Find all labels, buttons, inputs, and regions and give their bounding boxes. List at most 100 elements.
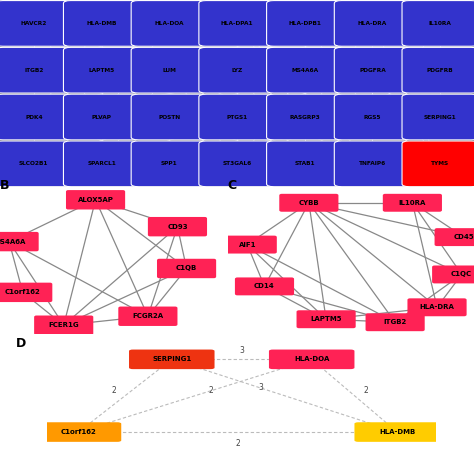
- FancyBboxPatch shape: [269, 349, 355, 369]
- Text: HLA-DPB1: HLA-DPB1: [288, 21, 321, 26]
- FancyBboxPatch shape: [199, 94, 275, 140]
- FancyBboxPatch shape: [402, 47, 474, 93]
- Text: RGS5: RGS5: [364, 115, 381, 119]
- Text: FCGR2A: FCGR2A: [132, 313, 164, 319]
- Text: PDGFRA: PDGFRA: [359, 68, 386, 73]
- FancyBboxPatch shape: [131, 94, 208, 140]
- Text: AIF1: AIF1: [238, 242, 256, 247]
- FancyBboxPatch shape: [131, 47, 208, 93]
- FancyBboxPatch shape: [0, 94, 72, 140]
- FancyBboxPatch shape: [218, 236, 277, 254]
- FancyBboxPatch shape: [0, 232, 39, 251]
- Text: HLA-DOA: HLA-DOA: [155, 21, 184, 26]
- Text: D: D: [16, 337, 27, 350]
- FancyBboxPatch shape: [402, 94, 474, 140]
- FancyBboxPatch shape: [199, 47, 275, 93]
- Text: SPP1: SPP1: [161, 161, 178, 166]
- Text: STAB1: STAB1: [294, 161, 315, 166]
- FancyBboxPatch shape: [0, 0, 72, 46]
- FancyBboxPatch shape: [266, 94, 343, 140]
- FancyBboxPatch shape: [64, 0, 140, 46]
- Text: CD93: CD93: [167, 224, 188, 230]
- Text: PDGFRB: PDGFRB: [427, 68, 454, 73]
- Text: HLA-DPA1: HLA-DPA1: [221, 21, 253, 26]
- Text: 3: 3: [239, 346, 244, 356]
- FancyBboxPatch shape: [266, 47, 343, 93]
- FancyBboxPatch shape: [66, 190, 125, 210]
- FancyBboxPatch shape: [0, 141, 72, 187]
- Text: C1orf162: C1orf162: [5, 289, 41, 295]
- Text: C1QC: C1QC: [451, 272, 472, 277]
- FancyBboxPatch shape: [408, 298, 466, 316]
- FancyBboxPatch shape: [148, 217, 207, 237]
- FancyBboxPatch shape: [131, 0, 208, 46]
- FancyBboxPatch shape: [334, 141, 410, 187]
- FancyBboxPatch shape: [64, 94, 140, 140]
- FancyBboxPatch shape: [131, 141, 208, 187]
- Text: LYZ: LYZ: [231, 68, 243, 73]
- Text: HLA-DMB: HLA-DMB: [379, 429, 415, 435]
- FancyBboxPatch shape: [297, 310, 356, 328]
- Text: C1orf162: C1orf162: [61, 429, 96, 435]
- Text: HLA-DRA: HLA-DRA: [419, 304, 455, 310]
- FancyBboxPatch shape: [34, 316, 93, 335]
- FancyBboxPatch shape: [199, 141, 275, 187]
- Text: IL10RA: IL10RA: [399, 200, 426, 206]
- Text: HLA-DRA: HLA-DRA: [358, 21, 387, 26]
- FancyBboxPatch shape: [355, 422, 440, 442]
- FancyBboxPatch shape: [157, 259, 216, 278]
- Text: HLA-DMB: HLA-DMB: [86, 21, 117, 26]
- Text: HAVCR2: HAVCR2: [21, 21, 47, 26]
- FancyBboxPatch shape: [334, 94, 410, 140]
- FancyBboxPatch shape: [0, 283, 52, 302]
- Text: C: C: [228, 179, 237, 192]
- FancyBboxPatch shape: [64, 47, 140, 93]
- FancyBboxPatch shape: [129, 349, 215, 369]
- FancyBboxPatch shape: [279, 194, 338, 212]
- FancyBboxPatch shape: [383, 194, 442, 212]
- Text: PTGS1: PTGS1: [227, 115, 247, 119]
- Text: CYBB: CYBB: [299, 200, 319, 206]
- FancyBboxPatch shape: [402, 0, 474, 46]
- Text: LUM: LUM: [163, 68, 176, 73]
- FancyBboxPatch shape: [64, 141, 140, 187]
- Text: POSTN: POSTN: [158, 115, 180, 119]
- Text: TYMS: TYMS: [431, 161, 449, 166]
- FancyBboxPatch shape: [235, 277, 294, 295]
- Text: ITGB2: ITGB2: [24, 68, 44, 73]
- Text: SPARCL1: SPARCL1: [87, 161, 116, 166]
- Text: HLA-DOA: HLA-DOA: [294, 356, 329, 362]
- FancyBboxPatch shape: [334, 47, 410, 93]
- Text: PLVAP: PLVAP: [91, 115, 111, 119]
- FancyBboxPatch shape: [365, 313, 425, 331]
- FancyBboxPatch shape: [199, 0, 275, 46]
- Text: C1QB: C1QB: [176, 265, 197, 272]
- Text: FCER1G: FCER1G: [48, 322, 79, 328]
- Text: ALOX5AP: ALOX5AP: [78, 197, 113, 203]
- Text: 2: 2: [111, 386, 116, 394]
- Text: 2: 2: [364, 386, 368, 394]
- Text: MS4A6A: MS4A6A: [291, 68, 318, 73]
- FancyBboxPatch shape: [266, 141, 343, 187]
- Text: SERPING1: SERPING1: [424, 115, 456, 119]
- Text: 3: 3: [259, 383, 264, 392]
- Text: ITGB2: ITGB2: [383, 319, 407, 325]
- Text: CD14: CD14: [254, 283, 275, 290]
- FancyBboxPatch shape: [0, 47, 72, 93]
- Text: B: B: [0, 179, 9, 192]
- FancyBboxPatch shape: [118, 307, 177, 326]
- Text: LAPTM5: LAPTM5: [89, 68, 115, 73]
- Text: LAPTM5: LAPTM5: [310, 316, 342, 322]
- Text: 2: 2: [236, 439, 240, 448]
- FancyBboxPatch shape: [432, 265, 474, 283]
- Text: SLCO2B1: SLCO2B1: [19, 161, 49, 166]
- Text: RASGRP3: RASGRP3: [289, 115, 320, 119]
- FancyBboxPatch shape: [334, 0, 410, 46]
- Text: TNFAIP6: TNFAIP6: [359, 161, 386, 166]
- Text: SERPING1: SERPING1: [152, 356, 191, 362]
- Text: IL10RA: IL10RA: [428, 21, 452, 26]
- Text: PDK4: PDK4: [25, 115, 43, 119]
- FancyBboxPatch shape: [36, 422, 121, 442]
- Text: CD45: CD45: [454, 234, 474, 240]
- FancyBboxPatch shape: [435, 228, 474, 246]
